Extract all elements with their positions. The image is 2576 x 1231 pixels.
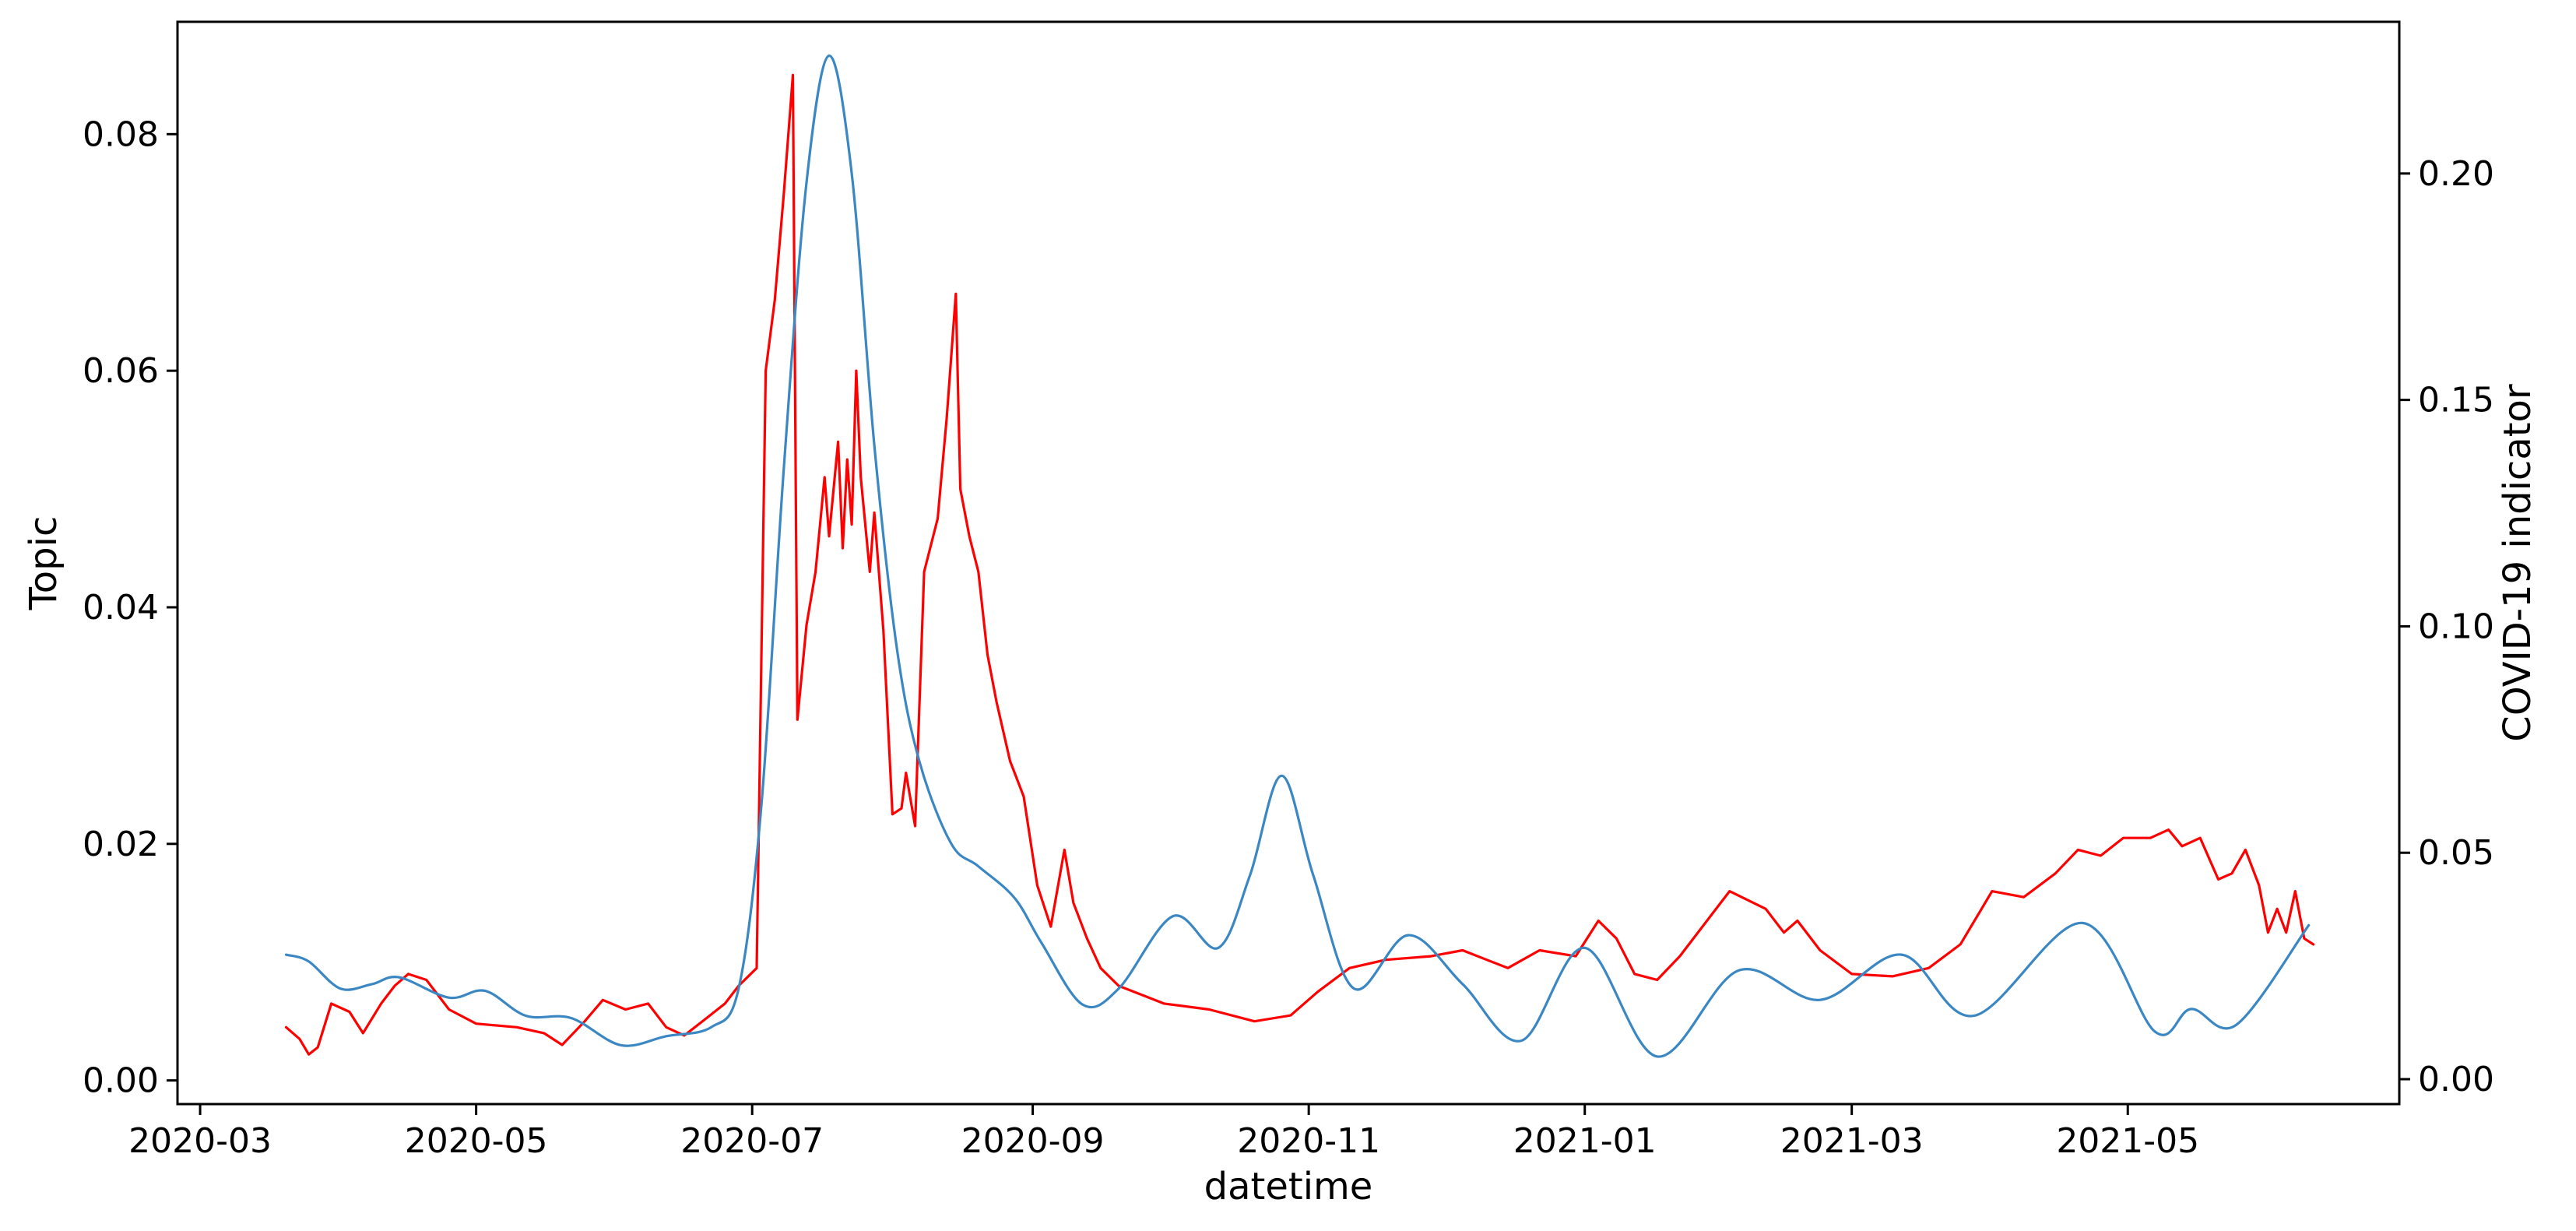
x-tick-label: 2020-07 [680,1121,824,1161]
y-right-tick-label: 0.15 [2418,381,2494,420]
y-left-tick-label: 0.06 [83,351,159,391]
y-left-tick-label: 0.00 [83,1061,159,1101]
y-left-tick-label: 0.02 [83,825,159,864]
x-axis-label: datetime [1204,1165,1373,1208]
y-right-tick-label: 0.00 [2418,1060,2494,1099]
x-tick-label: 2020-03 [128,1121,272,1161]
x-tick-label: 2020-09 [961,1121,1105,1161]
x-axis: 2020-03 2020-05 2020-07 2020-09 2020-11 2021-… [128,1104,2199,1161]
y-right-tick-label: 0.10 [2418,607,2494,646]
series-layer [284,55,2315,1058]
y-axis-right: 0.00 0.05 0.10 0.15 0.20 [2399,154,2494,1099]
y-left-tick-label: 0.08 [83,114,159,154]
plot-frame [176,20,2401,1106]
y-axis-left-label: Topic [22,516,65,611]
x-tick-label: 2021-03 [1780,1121,1924,1161]
y-axis-left: 0.00 0.02 0.04 0.06 0.08 [83,114,177,1101]
plot-area [177,22,2399,1104]
y-right-tick-label: 0.20 [2418,154,2494,194]
x-tick-label: 2020-11 [1237,1121,1380,1161]
y-axis-right-label: COVID-19 indicator [2496,384,2539,742]
series-line-left [284,73,2315,1056]
x-tick-label: 2021-05 [2056,1121,2199,1161]
y-right-tick-label: 0.05 [2418,833,2494,873]
x-tick-label: 2021-01 [1513,1121,1657,1161]
series-line-right [284,55,2311,1058]
x-tick-label: 2020-05 [405,1121,548,1161]
y-left-tick-label: 0.04 [83,588,159,628]
